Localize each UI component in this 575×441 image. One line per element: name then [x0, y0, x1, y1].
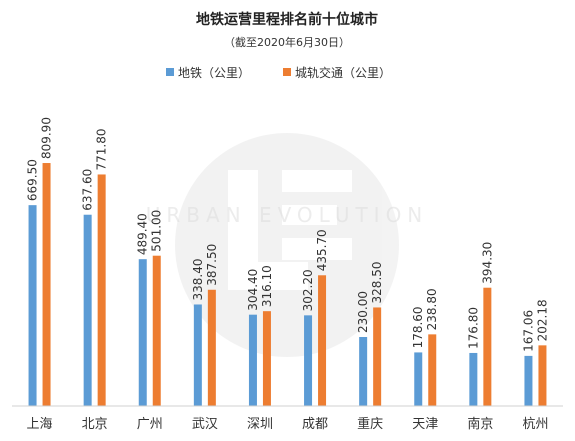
bar-metro-beijing	[83, 214, 92, 406]
category-label-beijing: 北京	[82, 417, 108, 432]
legend-swatch-urban-rail	[283, 68, 291, 76]
data-label-metro-beijing: 637.60	[81, 169, 95, 211]
bar-metro-shanghai	[28, 205, 37, 406]
category-label-chengdu: 成都	[302, 417, 328, 432]
bar-urban-rail-beijing	[97, 174, 106, 406]
category-label-hangzhou: 杭州	[522, 417, 548, 432]
data-label-urban-rail-chongqing: 328.50	[370, 261, 384, 303]
chart-title: 地铁运营里程排名前十位城市	[196, 11, 378, 28]
category-label-shanghai: 上海	[27, 417, 53, 432]
chart-subtitle: （截至2020年6月30日）	[224, 35, 350, 49]
watermark-logo	[175, 133, 399, 357]
bar-urban-rail-tianjin	[428, 334, 437, 406]
bar-metro-guangzhou	[138, 259, 147, 406]
bar-metro-wuhan	[193, 304, 202, 406]
category-label-wuhan: 武汉	[192, 417, 218, 432]
category-label-shenzhen: 深圳	[247, 417, 273, 432]
data-label-metro-chengdu: 302.20	[301, 269, 315, 311]
data-label-metro-chongqing: 230.00	[356, 291, 370, 333]
data-label-metro-guangzhou: 489.40	[136, 213, 150, 255]
data-label-metro-shenzhen: 304.40	[246, 269, 260, 311]
bar-urban-rail-wuhan	[207, 289, 216, 406]
legend-label-metro: 地铁（公里）	[178, 66, 250, 80]
bar-metro-hangzhou	[524, 355, 533, 406]
data-label-metro-nanjing: 176.80	[466, 307, 480, 349]
data-label-urban-rail-nanjing: 394.30	[480, 242, 494, 284]
bar-urban-rail-guangzhou	[152, 255, 161, 406]
legend: 地铁（公里） 城轨交通（公里）	[166, 65, 391, 80]
data-label-urban-rail-hangzhou: 202.18	[535, 299, 549, 341]
data-label-urban-rail-shenzhen: 316.10	[260, 265, 274, 307]
bar-metro-chengdu	[304, 315, 313, 406]
bar-urban-rail-hangzhou	[538, 345, 547, 406]
legend-label-urban-rail: 城轨交通（公里）	[295, 65, 391, 80]
category-label-tianjin: 天津	[412, 417, 438, 432]
category-label-chongqing: 重庆	[357, 416, 383, 432]
data-label-metro-hangzhou: 167.06	[521, 310, 535, 352]
bar-urban-rail-chengdu	[318, 275, 327, 406]
bar-metro-chongqing	[359, 337, 368, 406]
data-label-urban-rail-chengdu: 435.70	[315, 229, 329, 271]
watermark-text: URBAN EVOLUTION	[146, 203, 429, 227]
category-label-guangzhou: 广州	[137, 417, 163, 432]
bar-urban-rail-nanjing	[483, 287, 492, 406]
bar-metro-shenzhen	[248, 314, 257, 406]
data-label-urban-rail-tianjin: 238.80	[425, 288, 439, 330]
bar-urban-rail-shenzhen	[262, 311, 271, 406]
data-label-metro-shanghai: 669.50	[26, 159, 40, 201]
data-label-urban-rail-guangzhou: 501.00	[150, 210, 164, 252]
data-label-urban-rail-shanghai: 809.90	[40, 117, 54, 159]
bar-urban-rail-chongqing	[373, 307, 382, 406]
legend-swatch-metro	[166, 68, 174, 76]
data-label-metro-wuhan: 338.40	[191, 258, 205, 300]
bar-metro-nanjing	[469, 352, 478, 406]
data-label-urban-rail-beijing: 771.80	[95, 128, 109, 170]
data-label-metro-tianjin: 178.60	[411, 306, 425, 348]
bar-metro-tianjin	[414, 352, 423, 406]
data-label-urban-rail-wuhan: 387.50	[205, 244, 219, 286]
category-label-nanjing: 南京	[467, 416, 493, 432]
bar-urban-rail-shanghai	[42, 163, 51, 406]
